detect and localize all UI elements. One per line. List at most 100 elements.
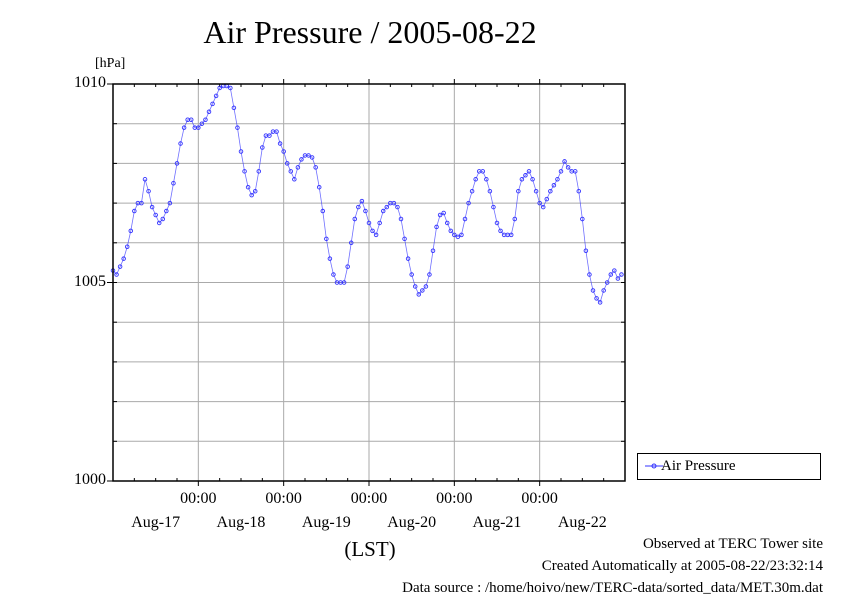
- data-point: [217, 85, 222, 91]
- data-point: [363, 208, 368, 214]
- data-point: [484, 177, 489, 182]
- data-point: [341, 280, 347, 285]
- data-point: [132, 208, 137, 214]
- data-point: [469, 188, 475, 194]
- data-point: [473, 177, 478, 182]
- data-point: [235, 125, 240, 130]
- data-point: [537, 200, 542, 206]
- y-tick-label: 1010: [74, 74, 106, 91]
- series-air-pressure: [110, 83, 624, 305]
- data-point: [448, 228, 454, 234]
- data-point: [117, 264, 123, 269]
- data-point: [526, 169, 532, 174]
- data-point: [619, 272, 624, 277]
- x-date-label: Aug-18: [216, 514, 266, 531]
- x-time-label: 00:00: [180, 490, 217, 507]
- data-point: [391, 200, 397, 206]
- data-point: [260, 145, 265, 150]
- data-point: [395, 204, 400, 210]
- data-point: [288, 169, 294, 174]
- data-point: [249, 192, 254, 198]
- data-point: [430, 248, 436, 253]
- data-point: [380, 208, 386, 214]
- data-point: [359, 198, 365, 204]
- data-point: [437, 212, 443, 218]
- data-point: [281, 149, 286, 154]
- x-date-label: Aug-17: [131, 514, 181, 531]
- legend-marker-icon: [645, 463, 663, 469]
- x-time-label: 00:00: [436, 490, 473, 507]
- data-point: [466, 200, 471, 206]
- data-point: [238, 149, 244, 154]
- data-point: [242, 169, 247, 174]
- data-point: [146, 188, 151, 194]
- data-point: [206, 109, 212, 115]
- data-point: [441, 210, 446, 216]
- data-point: [398, 216, 404, 222]
- data-point: [548, 188, 553, 194]
- data-point: [277, 141, 283, 146]
- y-tick-label: 1000: [74, 471, 106, 488]
- data-point: [412, 284, 418, 289]
- data-point: [580, 216, 585, 222]
- data-point: [167, 200, 173, 206]
- data-point: [519, 177, 525, 182]
- x-time-label: 00:00: [350, 490, 388, 507]
- data-point: [498, 228, 503, 234]
- data-point: [210, 101, 215, 107]
- x-time-label: 00:00: [521, 490, 558, 507]
- data-point: [196, 125, 201, 130]
- data-point: [256, 169, 262, 174]
- data-point: [181, 125, 187, 130]
- y-axis-unit: [hPa]: [95, 56, 126, 71]
- data-point: [324, 236, 329, 242]
- data-point: [576, 188, 582, 194]
- data-point: [267, 133, 272, 138]
- footer-source: Data source : /home/hoivo/new/TERC-data/…: [402, 580, 823, 596]
- data-point: [384, 204, 390, 210]
- plot-frame: [112, 83, 626, 482]
- data-point: [231, 105, 237, 111]
- data-point: [594, 296, 599, 301]
- data-point: [309, 155, 315, 160]
- data-point: [114, 272, 119, 277]
- data-point: [228, 85, 233, 91]
- x-axis-label: (LST): [344, 537, 396, 561]
- data-point: [487, 188, 493, 194]
- data-point: [121, 256, 126, 261]
- data-point: [587, 272, 592, 277]
- data-point: [139, 200, 144, 206]
- data-point: [409, 272, 414, 277]
- data-point: [327, 256, 333, 261]
- data-point: [128, 228, 134, 234]
- x-date-label: Aug-19: [301, 514, 351, 531]
- data-point: [245, 184, 251, 190]
- data-point: [370, 228, 375, 234]
- data-point: [284, 161, 290, 166]
- data-point: [612, 268, 617, 273]
- y-tick-label: 1005: [74, 272, 106, 290]
- data-point: [352, 216, 358, 222]
- data-point: [565, 165, 571, 170]
- data-point: [188, 117, 194, 122]
- data-point: [274, 129, 279, 134]
- data-point: [444, 220, 450, 226]
- data-point: [213, 93, 219, 99]
- data-point: [562, 159, 567, 164]
- data-point: [377, 220, 382, 226]
- data-point: [149, 204, 155, 210]
- data-point: [551, 182, 557, 188]
- data-point: [601, 288, 606, 293]
- grid: [113, 84, 625, 481]
- data-point: [402, 236, 407, 242]
- data-point: [199, 121, 205, 126]
- data-point: [345, 264, 350, 269]
- data-point: [164, 208, 169, 214]
- data-point: [533, 188, 539, 194]
- data-point: [156, 220, 162, 226]
- data-point: [316, 184, 322, 190]
- data-point: [306, 153, 311, 158]
- data-point: [348, 240, 354, 246]
- data-point: [178, 141, 183, 146]
